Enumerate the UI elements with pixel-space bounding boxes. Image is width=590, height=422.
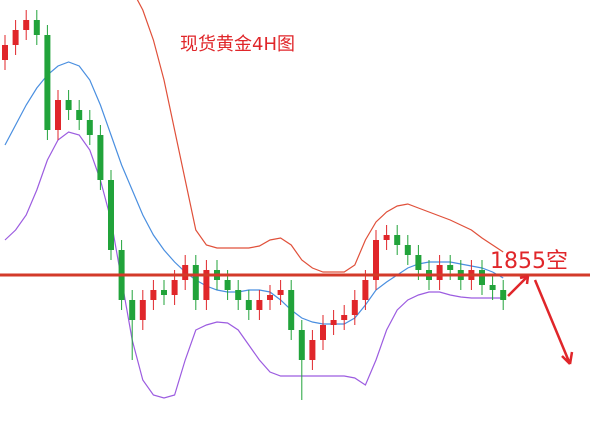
candle-body [479, 270, 485, 285]
candle-body [256, 300, 263, 310]
candle-body [341, 315, 348, 320]
candle-body [362, 280, 369, 300]
candle-body [33, 20, 40, 35]
candle-body [23, 20, 30, 30]
candle-body [12, 30, 19, 45]
band-line [136, 0, 504, 273]
candle-body [139, 300, 146, 320]
candle-body [245, 300, 252, 310]
candle-body [161, 290, 167, 295]
candle-body [224, 280, 231, 290]
candle-body [351, 300, 358, 315]
candle-body [288, 290, 295, 330]
candle-body [203, 270, 210, 300]
candle-body [65, 100, 72, 110]
level-label: 1855空 [490, 249, 568, 274]
candle-body [394, 235, 401, 245]
candle-body [192, 265, 199, 300]
candle-body [330, 320, 337, 325]
bands [4, 0, 504, 399]
candle-body [309, 340, 316, 360]
candle-body [55, 100, 61, 130]
candle-body [415, 255, 422, 270]
candle-body [150, 290, 157, 300]
candle-body [383, 235, 390, 240]
candle-body [76, 110, 83, 120]
candle-body [129, 300, 136, 320]
candle-body [2, 45, 8, 60]
candle-body [235, 290, 242, 300]
candle-body [373, 240, 379, 280]
chart-title: 现货黄金4H图 [180, 34, 295, 55]
candle-body [97, 135, 104, 180]
candle-body [171, 280, 178, 295]
candle-body [108, 180, 114, 250]
arrow-up [507, 274, 530, 297]
candle-body [489, 285, 496, 290]
candles [2, 10, 507, 400]
candle-body [436, 265, 443, 280]
candle-body [447, 265, 454, 270]
candle-body [182, 265, 189, 280]
candle-body [320, 325, 326, 340]
band-line [4, 61, 504, 325]
candle-body [298, 330, 305, 360]
candle-body [500, 290, 507, 300]
band-line [4, 131, 504, 399]
candle-body [277, 290, 284, 295]
candle-body [267, 295, 273, 300]
arrow-down [533, 279, 574, 365]
candle-body [86, 120, 93, 135]
candle-body [44, 35, 51, 130]
candle-body [404, 245, 411, 255]
